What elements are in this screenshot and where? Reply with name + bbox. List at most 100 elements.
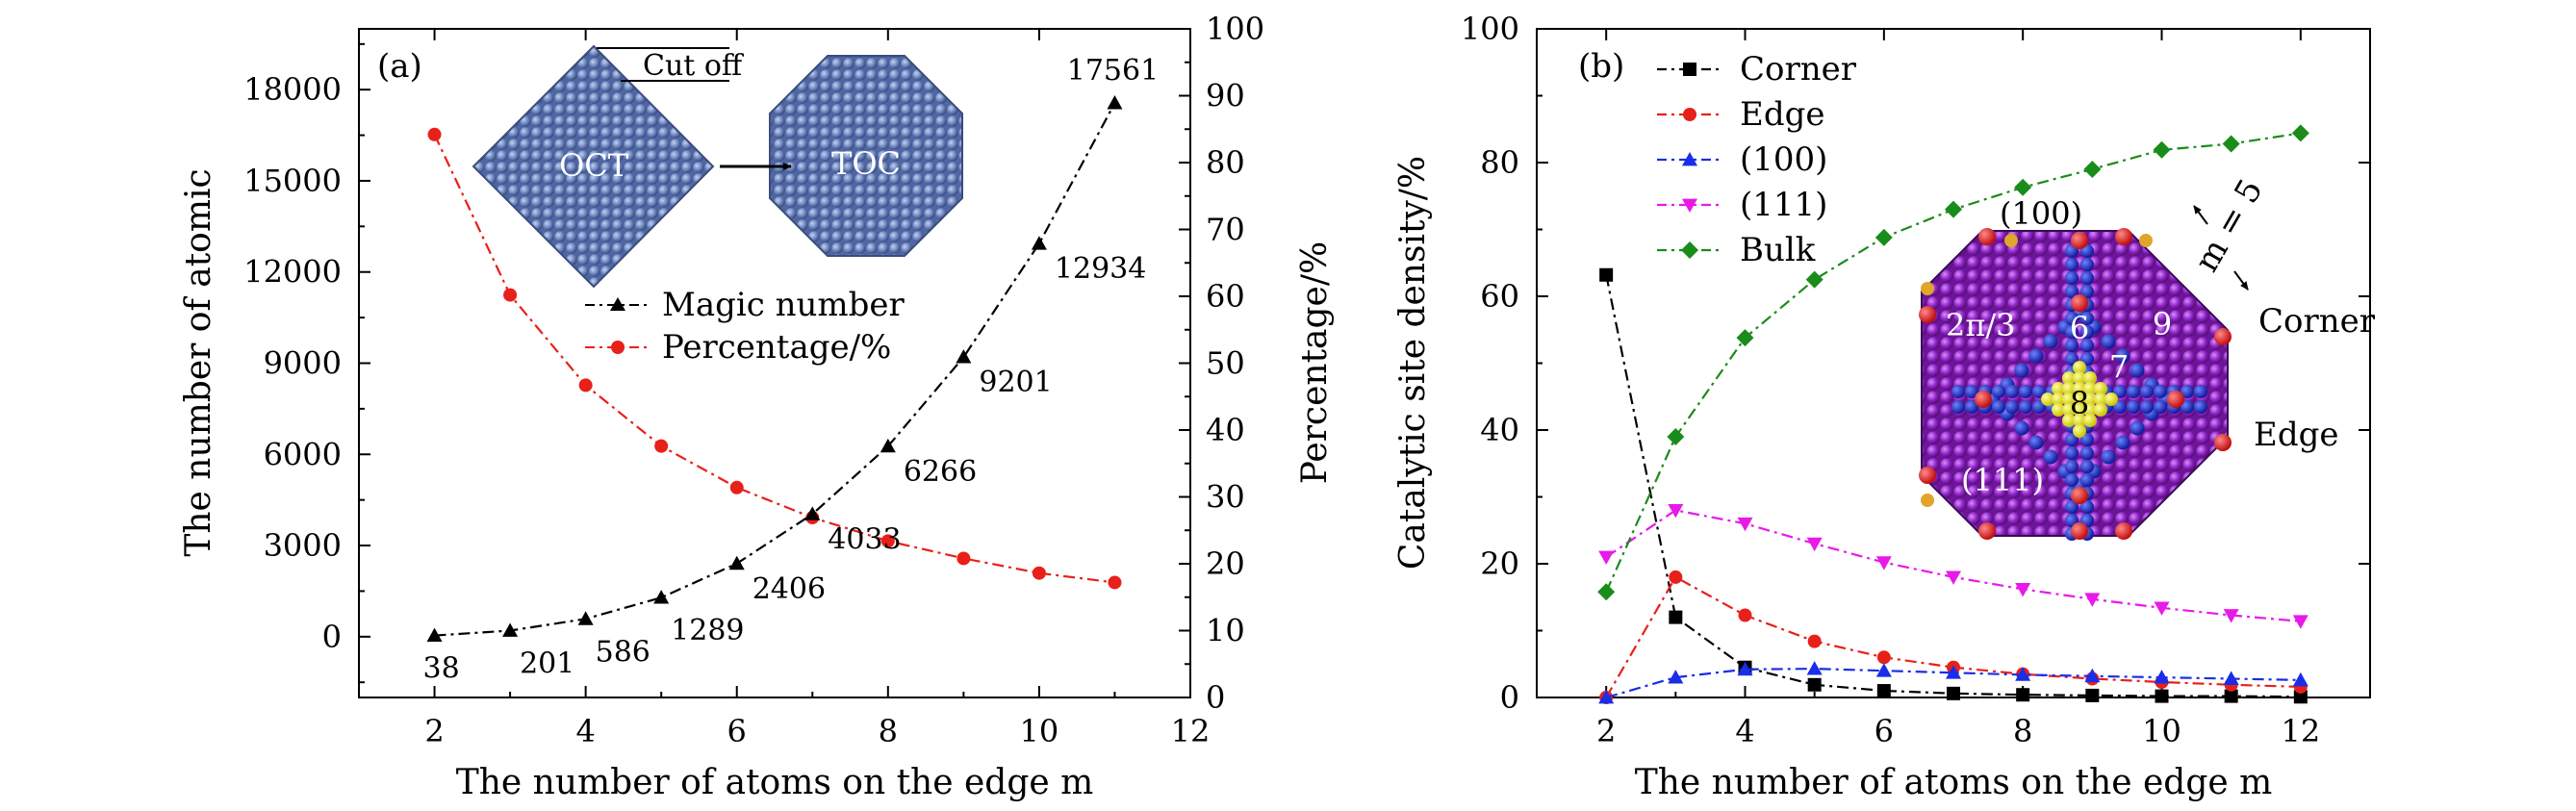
a-ytick-left-label: 18000: [243, 71, 342, 108]
data-point-percentage: [654, 439, 669, 453]
blue-band-site: [1965, 385, 1978, 398]
data-point-edge: [1738, 608, 1752, 622]
a-ytick-right-label: 10: [1206, 613, 1245, 649]
a-xtick-label: 2: [424, 713, 444, 749]
yellow-center-site: [2052, 393, 2065, 406]
data-point-corner: [1876, 684, 1891, 698]
a-xtick-label: 10: [1020, 713, 1059, 749]
data-point-percentage: [1108, 575, 1122, 590]
legend-marker-corner: [1683, 63, 1696, 76]
magic-number-data-label: 4033: [828, 522, 901, 556]
panel-b-x-axis-title: The number of atoms on the edge m: [1635, 763, 2273, 802]
yellow-center-site: [2062, 371, 2076, 385]
data-point-111: [2223, 609, 2239, 623]
a-ytick-left-label: 15000: [243, 163, 342, 199]
blue-band-site: [2019, 385, 2032, 398]
corner-label: Corner: [2258, 302, 2376, 341]
blue-edge-site: [2130, 420, 2145, 436]
m-arrow-up: [2193, 205, 2208, 225]
data-point-111: [2154, 601, 2170, 616]
data-point-corner: [1669, 610, 1683, 624]
data-point-100: [1806, 661, 1823, 675]
blue-band-site: [2019, 400, 2032, 414]
site-label-7: 7: [2109, 348, 2129, 385]
site-label-9: 9: [2153, 306, 2172, 342]
toc-label: TOC: [831, 145, 901, 182]
a-ytick-left-label: 3000: [264, 527, 342, 564]
data-point-100: [1946, 665, 1961, 679]
blue-band-site: [2065, 500, 2079, 514]
blue-edge-site: [2014, 363, 2029, 378]
a-xtick-label: 12: [1171, 713, 1211, 749]
a-ytick-left-label: 12000: [243, 254, 342, 291]
octahedron-image: [472, 44, 715, 289]
data-point-111: [2015, 583, 2031, 597]
a-ytick-left-label: 9000: [264, 345, 342, 382]
site-label-8: 8: [2070, 385, 2089, 421]
a-xtick-label: 8: [879, 713, 898, 749]
data-point-corner: [2293, 690, 2308, 704]
blue-band-site: [1992, 385, 2005, 398]
blue-band-site: [2194, 385, 2207, 398]
blue-band-site: [2080, 312, 2094, 325]
nanoparticle-colored-sites: [1919, 228, 2232, 541]
blue-band-site: [2194, 400, 2207, 414]
red-corner-site: [1978, 522, 1996, 540]
blue-band-site: [2065, 446, 2079, 460]
data-point-bulk: [2014, 178, 2032, 196]
blue-band-site: [2140, 385, 2154, 398]
facet-100-label: (100): [2000, 195, 2082, 232]
facet-100-site: [2139, 234, 2153, 247]
yellow-center-site: [2094, 403, 2107, 417]
magic-number-data-label: 12934: [1055, 252, 1146, 286]
yellow-center-site: [2073, 361, 2086, 374]
blue-band-site: [1992, 400, 2005, 414]
blue-edge-site: [2014, 420, 2029, 436]
red-corner-site: [1919, 467, 1936, 484]
data-point-100: [2223, 671, 2239, 685]
panel-a-left-axis-title: The number of atomic: [179, 168, 218, 556]
data-point-bulk: [1875, 228, 1893, 246]
panel-b-label: (b): [1578, 47, 1624, 86]
data-point-corner: [2085, 688, 2100, 702]
panel-b-ticks: 2 4 6 8 10 12 0 20 40 60 80 100: [1461, 11, 2370, 749]
yellow-center-site: [2062, 403, 2076, 417]
blue-band-site: [2065, 352, 2079, 366]
edge-label: Edge: [2254, 416, 2338, 454]
blue-edge-site: [2101, 334, 2116, 349]
yellow-center-site: [2094, 382, 2107, 395]
red-corner-site: [2214, 434, 2232, 451]
blue-band-site: [2140, 400, 2154, 414]
blue-band-site: [2065, 271, 2079, 285]
blue-band-site: [2005, 400, 2019, 414]
yellow-center-site: [2073, 393, 2086, 406]
blue-band-site: [2080, 325, 2094, 339]
blue-band-site: [2080, 500, 2094, 514]
data-point-magic-number: [804, 506, 821, 520]
yellow-center-site: [2104, 393, 2118, 406]
data-point-100: [2154, 670, 2170, 684]
data-point-percentage: [427, 127, 442, 141]
legend-label-percentage: Percentage/%: [662, 328, 891, 367]
b-ytick-label: 0: [1500, 679, 1519, 716]
red-corner-site: [1978, 228, 1996, 245]
magic-number-data-label: 17561: [1067, 54, 1159, 88]
data-point-percentage: [729, 480, 744, 494]
data-point-percentage: [956, 551, 971, 566]
blue-band-site: [2127, 385, 2140, 398]
data-point-percentage: [1032, 566, 1046, 580]
data-point-111: [1946, 570, 1961, 585]
blue-band-site: [2080, 285, 2094, 298]
yellow-center-site: [2083, 414, 2097, 427]
data-point-percentage: [880, 534, 895, 548]
yellow-center-site: [2041, 393, 2054, 406]
blue-band-site: [2065, 258, 2079, 271]
data-point-111: [1806, 537, 1823, 552]
data-point-bulk: [2153, 140, 2171, 159]
yellow-center-site: [2083, 403, 2097, 417]
legend-label-bulk: Bulk: [1740, 231, 1816, 269]
data-point-corner: [1947, 686, 1960, 700]
a-ytick-right-label: 70: [1206, 212, 1245, 248]
